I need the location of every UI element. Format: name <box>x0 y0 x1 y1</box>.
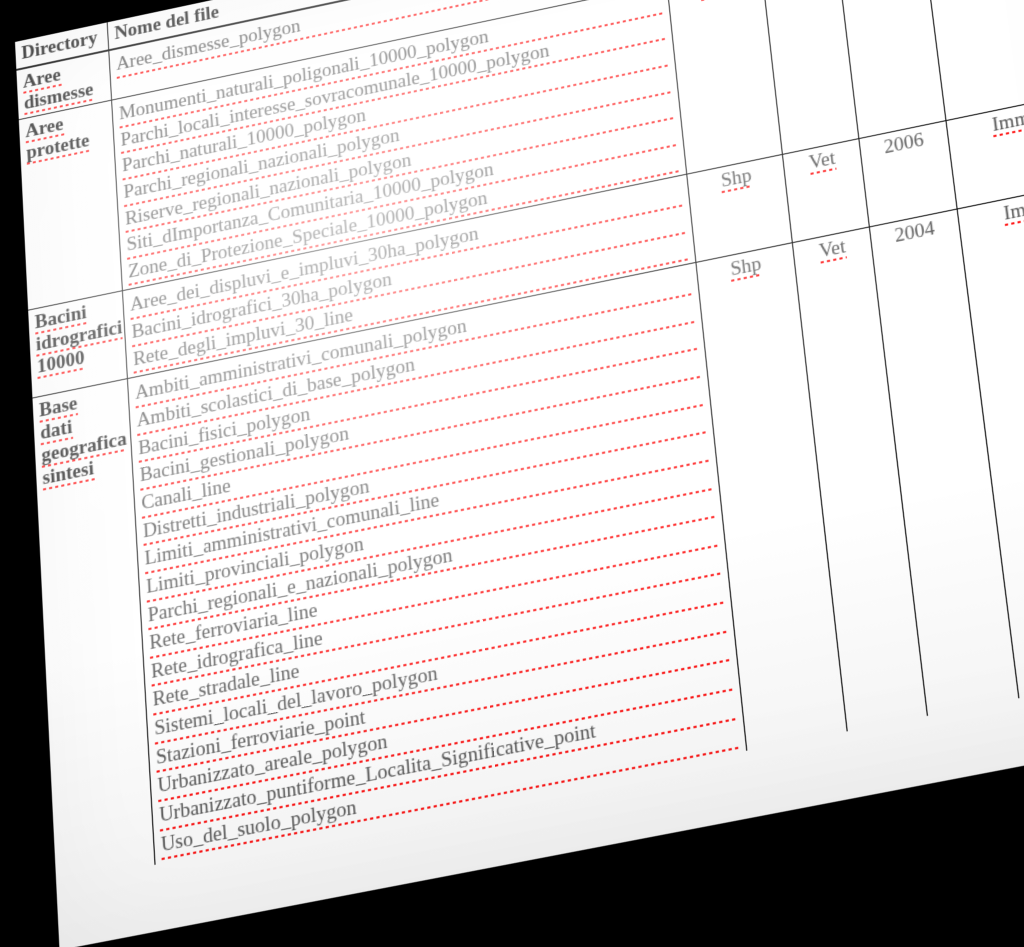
table-body: AreedismesseAree_dismesse_polygonShpVet2… <box>16 0 1024 884</box>
document-sheet: Directory Nome del file Formato Tipo Ann… <box>15 0 1024 947</box>
cell-type: Vet <box>782 139 869 243</box>
stage: Directory Nome del file Formato Tipo Ann… <box>0 0 1024 935</box>
cell-format: Shp <box>667 0 782 175</box>
cell-directory: Areeprotette <box>19 100 123 311</box>
data-table: Directory Nome del file Formato Tipo Ann… <box>15 0 1024 884</box>
